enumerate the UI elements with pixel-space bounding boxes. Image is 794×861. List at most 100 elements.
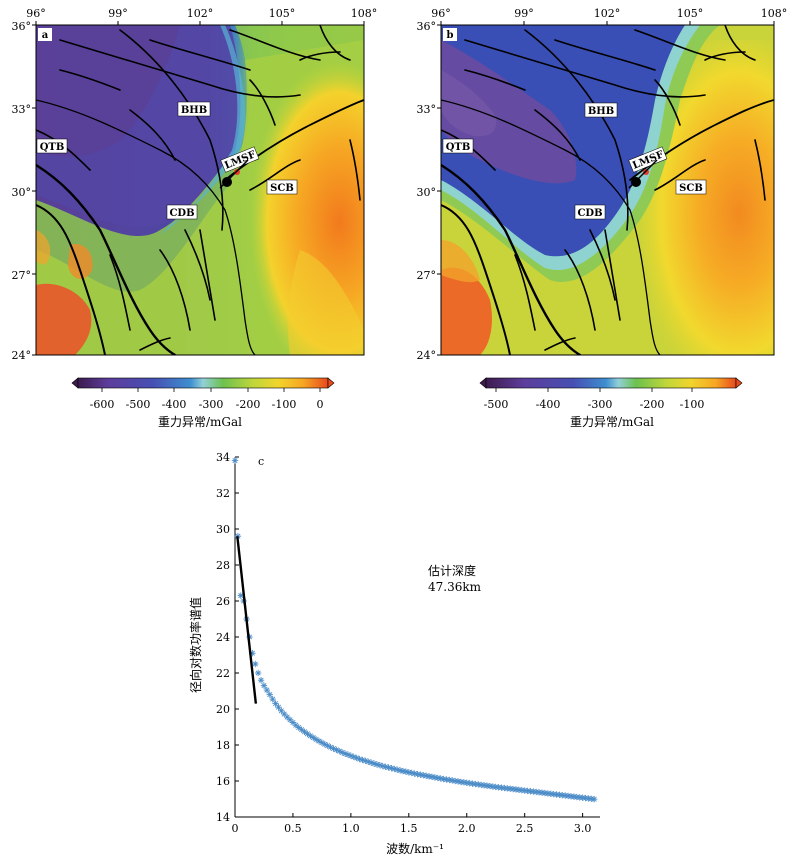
svg-text:-500: -500 xyxy=(126,398,151,411)
svg-text:96°: 96° xyxy=(431,7,451,20)
svg-text:99°: 99° xyxy=(108,7,128,20)
chart-c: 0 0.5 1.0 1.5 2.0 2.5 3.0 14 16 18 20 22 24 26 28 30 32 3… xyxy=(188,451,600,856)
map-b-lon-ticks: 96° 99° 102° 105° 108° xyxy=(431,7,787,20)
y-tick-label: 26 xyxy=(216,595,230,608)
y-tick-label: 28 xyxy=(216,559,230,572)
map-a-panel-label: a xyxy=(42,30,49,41)
x-tick-label: 1.0 xyxy=(342,822,360,835)
svg-text:-300: -300 xyxy=(199,398,224,411)
map-a-gravity-field: BHB QTB CDB SCB LMSF xyxy=(36,25,364,355)
svg-text:33°: 33° xyxy=(417,103,437,116)
svg-text:-600: -600 xyxy=(90,398,115,411)
svg-text:36°: 36° xyxy=(417,20,437,33)
data-point xyxy=(254,669,262,677)
svg-text:0: 0 xyxy=(317,398,324,411)
x-tick-label: 2.5 xyxy=(516,822,534,835)
x-tick-label: 2.0 xyxy=(458,822,476,835)
map-a-colorbar: -600 -500 -400 -300 -200 -100 0 重力异常/mGa… xyxy=(71,377,335,429)
map-b-gravity-field: BHB QTB CDB SCB LMSF xyxy=(441,25,774,355)
map-a-colorbar-title: 重力异常/mGal xyxy=(158,415,242,429)
x-axis-label: 波数/km⁻¹ xyxy=(386,841,444,856)
svg-text:24°: 24° xyxy=(12,349,32,362)
x-tick-label: 0 xyxy=(232,822,239,835)
map-b-colorbar-title: 重力异常/mGal xyxy=(570,415,654,429)
svg-text:99°: 99° xyxy=(514,7,534,20)
map-b-lat-ticks: 36° 33° 30° 27° 24° xyxy=(417,20,437,362)
map-b-panel-label: b xyxy=(447,30,454,41)
svg-text:27°: 27° xyxy=(417,269,437,282)
label-qtb: QTB xyxy=(40,142,65,153)
y-tick-label: 18 xyxy=(216,739,230,752)
data-point xyxy=(237,592,244,599)
data-point xyxy=(295,724,302,731)
x-tick-label: 0.5 xyxy=(284,822,302,835)
annotation-depth-value: 47.36km xyxy=(428,580,482,594)
svg-text:-200: -200 xyxy=(236,398,261,411)
x-tick-label: 1.5 xyxy=(400,822,418,835)
label-qtb: QTB xyxy=(446,142,471,153)
svg-text:33°: 33° xyxy=(12,103,32,116)
svg-text:-300: -300 xyxy=(588,398,613,411)
map-a-faults xyxy=(36,25,364,355)
y-tick-label: 20 xyxy=(216,703,230,716)
label-bhb: BHB xyxy=(181,105,207,116)
svg-text:-100: -100 xyxy=(272,398,297,411)
map-b-faults xyxy=(441,25,774,355)
label-scb: SCB xyxy=(270,183,294,194)
svg-text:105°: 105° xyxy=(269,7,296,20)
map-a-lat-ticks: 36° 33° 30° 27° 24° xyxy=(12,20,32,362)
y-tick-label: 30 xyxy=(216,523,230,536)
map-a-lon-ticks: 96° 99° 102° 105° 108° xyxy=(26,7,377,20)
chart-axes: 0 0.5 1.0 1.5 2.0 2.5 3.0 14 16 18 20 22 24 26 28 30 32 3… xyxy=(216,451,600,835)
annotation-depth-label: 估计深度 xyxy=(428,563,476,578)
data-point xyxy=(591,795,598,803)
y-tick-label: 16 xyxy=(216,775,230,788)
data-point xyxy=(252,660,259,668)
y-tick-label: 14 xyxy=(216,811,230,824)
svg-text:24°: 24° xyxy=(417,349,437,362)
x-tick-label: 3.0 xyxy=(574,822,592,835)
label-bhb: BHB xyxy=(588,106,614,117)
y-tick-label: 34 xyxy=(216,451,230,464)
svg-text:-400: -400 xyxy=(162,398,187,411)
data-point xyxy=(257,677,265,684)
data-point xyxy=(260,682,268,689)
svg-text:27°: 27° xyxy=(12,269,32,282)
y-tick-label: 32 xyxy=(216,487,230,500)
data-point xyxy=(231,457,239,464)
data-point xyxy=(266,691,273,698)
data-point xyxy=(379,762,386,770)
svg-text:96°: 96° xyxy=(26,7,46,20)
label-scb: SCB xyxy=(679,183,703,194)
map-a: BHB QTB CDB SCB LMSF a 96° 99° 102° 105°… xyxy=(12,7,378,429)
svg-text:-100: -100 xyxy=(680,398,705,411)
chart-points xyxy=(231,457,598,803)
data-point xyxy=(269,695,276,703)
y-axis-label: 径向对数功率谱值 xyxy=(188,597,203,693)
svg-text:-200: -200 xyxy=(640,398,665,411)
svg-text:105°: 105° xyxy=(677,7,704,20)
svg-text:36°: 36° xyxy=(12,20,32,33)
y-tick-label: 24 xyxy=(216,631,230,644)
svg-text:30°: 30° xyxy=(12,186,32,199)
svg-text:108°: 108° xyxy=(761,7,788,20)
svg-text:-400: -400 xyxy=(536,398,561,411)
svg-text:-500: -500 xyxy=(484,398,509,411)
data-point xyxy=(315,737,323,745)
svg-text:30°: 30° xyxy=(417,186,437,199)
chart-c-panel-label: c xyxy=(258,455,264,468)
svg-text:108°: 108° xyxy=(351,7,378,20)
label-cdb: CDB xyxy=(169,208,194,219)
svg-text:102°: 102° xyxy=(187,7,214,20)
label-cdb: CDB xyxy=(577,208,602,219)
data-point xyxy=(275,704,282,711)
fit-line xyxy=(236,536,258,704)
data-point xyxy=(263,686,271,694)
map-a-labels: BHB QTB CDB SCB LMSF xyxy=(36,101,298,220)
y-tick-label: 22 xyxy=(216,667,230,680)
data-point xyxy=(318,739,326,746)
data-point xyxy=(272,700,279,707)
map-b: BHB QTB CDB SCB LMSF b 96° 99° 102° 105°… xyxy=(417,7,788,429)
map-b-colorbar: -500 -400 -300 -200 -100 重力异常/mGal xyxy=(479,377,743,429)
svg-text:102°: 102° xyxy=(594,7,621,20)
